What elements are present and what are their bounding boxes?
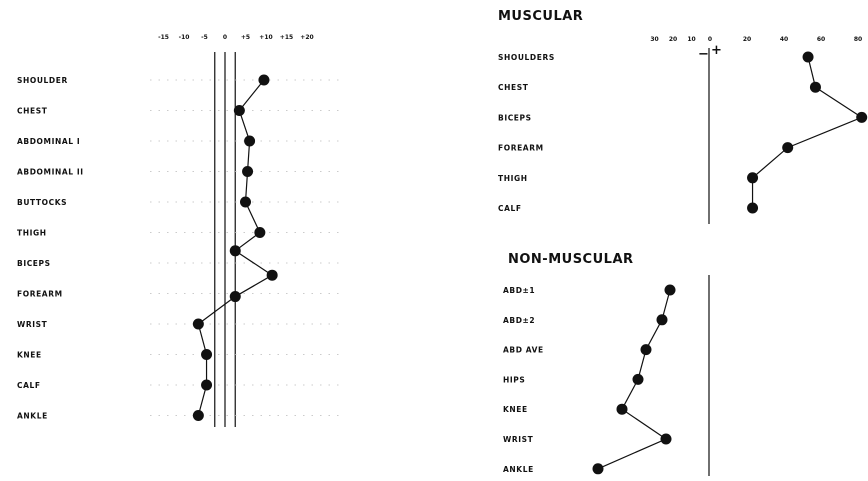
muscular-category-label: CALF bbox=[498, 204, 522, 213]
muscular-category-label: BICEPS bbox=[498, 113, 532, 122]
left-x-tick-label: -15 bbox=[158, 34, 169, 41]
muscular-data-point bbox=[782, 142, 794, 154]
left-data-point bbox=[242, 166, 254, 177]
muscular-data-point bbox=[747, 172, 759, 184]
muscular-title: MUSCULAR bbox=[498, 9, 583, 24]
left-data-point bbox=[201, 379, 213, 391]
muscular-category-label: CHEST bbox=[498, 83, 529, 92]
muscular-x-tick-label: 40 bbox=[780, 36, 788, 43]
muscular-data-point bbox=[809, 81, 821, 93]
left-x-tick-label: +5 bbox=[241, 34, 250, 41]
left-category-label: BICEPS bbox=[17, 259, 51, 268]
left-data-point bbox=[233, 105, 245, 116]
left-category-label: CHEST bbox=[17, 107, 48, 116]
muscular-data-point bbox=[747, 202, 759, 214]
left-data-point bbox=[244, 135, 256, 147]
left-data-point bbox=[258, 74, 270, 86]
left-x-tick-label: -5 bbox=[201, 34, 208, 41]
left-x-tick-label: +10 bbox=[259, 34, 272, 41]
muscular-series-path bbox=[751, 56, 863, 208]
plus-sign-label: + bbox=[711, 43, 722, 58]
non-muscular-data-point bbox=[616, 403, 628, 415]
left-x-tick-label: +15 bbox=[280, 34, 293, 41]
left-data-point bbox=[229, 245, 241, 257]
left-x-tick-label: +20 bbox=[300, 34, 313, 41]
left-data-point bbox=[229, 291, 241, 303]
non-muscular-category-label: ABD±1 bbox=[503, 286, 535, 295]
non-muscular-category-label: HIPS bbox=[503, 375, 525, 384]
non-muscular-data-point bbox=[664, 284, 676, 296]
non-muscular-category-label: ABD±2 bbox=[503, 316, 535, 325]
non-muscular-category-label: ANKLE bbox=[503, 465, 534, 474]
non-muscular-series-points bbox=[592, 284, 676, 475]
non-muscular-title: NON-MUSCULAR bbox=[508, 252, 634, 267]
left-x-tick-labels: -15 -10 -5 0 +5 +10 +15 +20 bbox=[158, 34, 314, 41]
non-muscular-category-labels: ABD±1 ABD±2 ABD AVE HIPS KNEE WRIST ANKLE bbox=[503, 286, 544, 474]
muscular-x-tick-label: 0 bbox=[708, 36, 712, 43]
muscular-series-line bbox=[751, 56, 863, 208]
muscular-x-tick-labels: 30 20 10 0 20 40 60 80 bbox=[650, 36, 862, 43]
muscular-category-labels: SHOULDERS CHEST BICEPS FOREARM THIGH CALF bbox=[498, 53, 555, 213]
muscular-data-point bbox=[856, 111, 868, 123]
left-category-label: WRIST bbox=[17, 320, 48, 329]
muscular-category-label: THIGH bbox=[498, 174, 528, 183]
left-category-label: KNEE bbox=[17, 351, 42, 360]
left-data-point bbox=[266, 269, 278, 281]
muscular-x-tick-label: 80 bbox=[854, 36, 862, 43]
left-x-tick-label: 0 bbox=[223, 34, 227, 41]
left-category-label: THIGH bbox=[17, 229, 47, 238]
left-category-labels: SHOULDER CHEST ABDOMINAL I ABDOMINAL II BUTT… bbox=[17, 76, 84, 421]
non-muscular-category-label: WRIST bbox=[503, 435, 534, 444]
left-category-label: BUTTOCKS bbox=[17, 198, 67, 207]
non-muscular-data-point bbox=[660, 433, 672, 445]
left-data-point bbox=[240, 196, 251, 208]
muscular-category-label: FOREARM bbox=[498, 144, 544, 153]
non-muscular-data-point bbox=[640, 344, 652, 356]
left-data-point bbox=[201, 349, 213, 360]
left-x-tick-label: -10 bbox=[179, 34, 190, 41]
muscular-category-label: SHOULDERS bbox=[498, 53, 555, 62]
muscular-x-tick-label: 30 bbox=[650, 36, 658, 43]
left-data-point bbox=[254, 227, 266, 238]
non-muscular-category-label: ABD AVE bbox=[503, 346, 544, 355]
muscular-x-tick-label: 10 bbox=[687, 36, 695, 43]
muscular-x-tick-label: 20 bbox=[669, 36, 677, 43]
left-category-label: ABDOMINAL II bbox=[17, 168, 84, 177]
left-series-points bbox=[192, 74, 278, 421]
muscular-x-tick-label: 60 bbox=[817, 36, 825, 43]
left-category-label: ABDOMINAL I bbox=[17, 137, 80, 146]
muscular-data-point bbox=[802, 51, 814, 63]
left-reference-lines bbox=[150, 52, 340, 427]
non-muscular-category-label: KNEE bbox=[503, 405, 528, 414]
left-data-point bbox=[192, 410, 204, 421]
left-category-label: SHOULDER bbox=[17, 76, 68, 85]
non-muscular-data-point bbox=[592, 463, 604, 475]
left-category-label: FOREARM bbox=[17, 290, 63, 299]
non-muscular-data-point bbox=[656, 314, 668, 326]
left-category-label: CALF bbox=[17, 381, 41, 390]
left-category-label: ANKLE bbox=[17, 412, 48, 421]
minus-sign-label: − bbox=[698, 47, 709, 62]
muscular-series-points bbox=[747, 51, 868, 214]
left-data-point bbox=[192, 318, 204, 330]
muscular-x-tick-label: 20 bbox=[743, 36, 751, 43]
non-muscular-data-point bbox=[632, 373, 644, 385]
